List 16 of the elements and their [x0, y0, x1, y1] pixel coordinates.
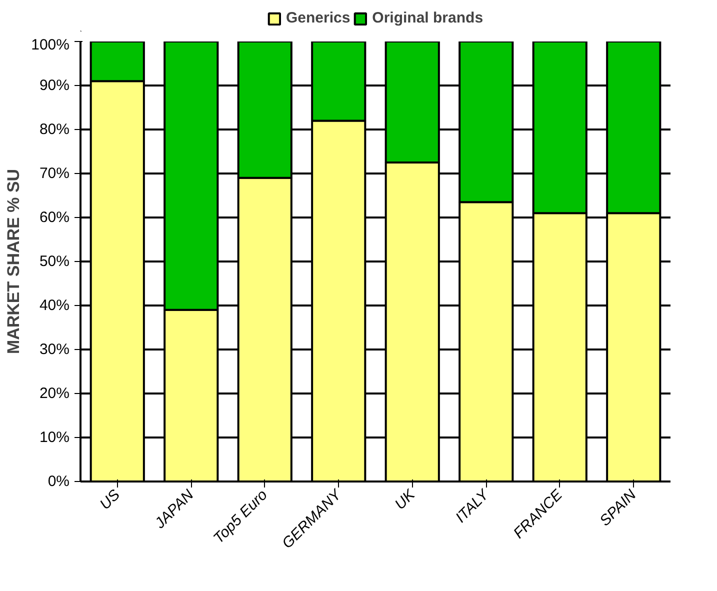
- y-tick-label: 50%: [39, 253, 70, 270]
- y-tick-label: 20%: [39, 385, 70, 402]
- y-tick-label: 80%: [39, 121, 70, 138]
- legend-label: Generics: [286, 10, 350, 26]
- y-tick-label: 60%: [39, 209, 70, 226]
- y-tick-label: 10%: [39, 429, 70, 446]
- y-tick-label: 70%: [39, 165, 70, 182]
- y-tick-label: 30%: [39, 341, 70, 358]
- y-axis-title: MARKET SHARE % SU: [4, 168, 24, 354]
- y-tick-label: 0%: [48, 473, 70, 490]
- legend-label: Original brands: [372, 10, 484, 26]
- y-tick-label: 90%: [39, 77, 70, 94]
- x-tick-label: UK: [392, 486, 420, 514]
- x-tick-label: US: [96, 486, 124, 514]
- y-tick-label: 40%: [39, 297, 70, 314]
- y-tick-label: 100%: [31, 36, 70, 54]
